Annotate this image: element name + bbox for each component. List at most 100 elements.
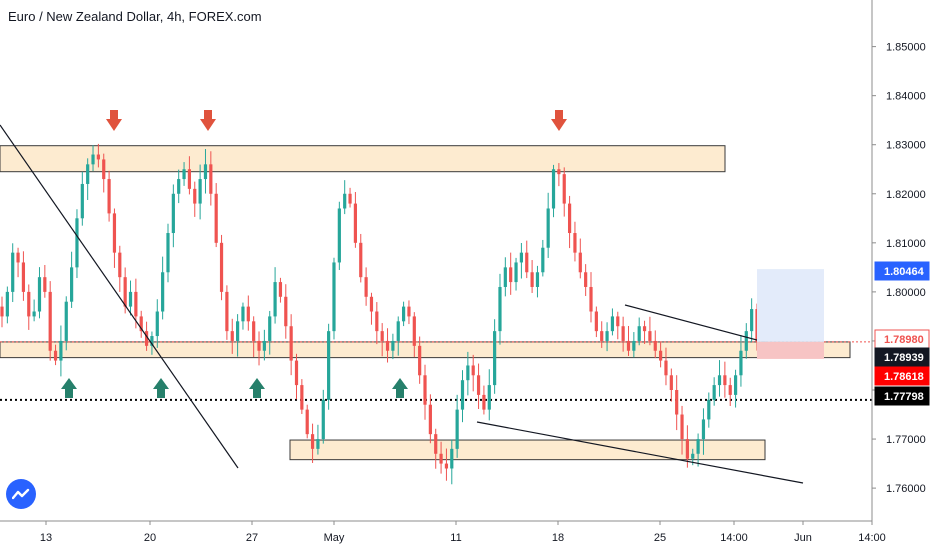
candle xyxy=(739,335,743,387)
candle-body xyxy=(375,311,379,332)
candle xyxy=(128,280,133,316)
price-tick-label: 1.76000 xyxy=(886,483,926,495)
candle-body xyxy=(594,311,598,332)
candle-body xyxy=(268,316,272,341)
time-tick-label: 11 xyxy=(450,532,461,544)
candle xyxy=(514,257,518,291)
candle-body xyxy=(59,340,63,361)
price-tick-label: 1.82000 xyxy=(886,189,926,201)
candle-body xyxy=(514,262,518,283)
candle-body xyxy=(182,169,186,180)
candle xyxy=(535,265,540,298)
candle-body xyxy=(91,154,95,165)
candle xyxy=(476,363,481,410)
price-label-box xyxy=(874,261,930,281)
time-tick-label: 20 xyxy=(144,532,156,544)
candle xyxy=(118,245,122,292)
candle-body xyxy=(493,331,497,386)
candle xyxy=(460,370,465,423)
candle-body xyxy=(503,267,507,287)
candle xyxy=(610,308,615,336)
candle xyxy=(203,149,208,194)
candle-body xyxy=(300,385,304,410)
price-tick-label: 1.83000 xyxy=(886,140,926,152)
candle-body xyxy=(476,375,481,395)
candle xyxy=(139,310,143,338)
candle xyxy=(380,323,384,357)
candle-body xyxy=(43,277,47,292)
candle-body xyxy=(241,306,245,322)
candle-body xyxy=(519,252,523,263)
candle-body xyxy=(546,208,550,248)
up-arrow-icon xyxy=(392,378,408,398)
candle-body xyxy=(193,188,197,204)
candle xyxy=(450,439,454,485)
candle-body xyxy=(284,296,288,327)
candles-layer xyxy=(0,143,759,485)
candle xyxy=(112,208,117,268)
candle-body xyxy=(712,385,716,400)
candle-body xyxy=(11,252,15,292)
candle-body xyxy=(696,439,700,454)
candle-body xyxy=(396,321,400,341)
candle-body xyxy=(102,159,106,180)
time-axis[interactable]: 13 20 27 May 11 18 25 14:00 Jun 14:00 xyxy=(0,520,886,544)
candle xyxy=(525,240,529,279)
candle xyxy=(21,251,26,301)
candle-body xyxy=(621,326,625,341)
price-label: 1.78980 xyxy=(884,334,924,346)
price-label: 1.78618 xyxy=(884,371,924,383)
candle xyxy=(717,360,722,397)
candle-body xyxy=(733,375,738,395)
candle-body xyxy=(380,331,384,341)
candle xyxy=(155,299,159,348)
candle-body xyxy=(482,394,486,410)
candle-body xyxy=(123,277,127,307)
price-tick-label: 1.80000 xyxy=(886,287,926,299)
candle-body xyxy=(428,404,432,435)
candle-body xyxy=(750,309,754,332)
candle xyxy=(482,385,486,415)
stop-zone xyxy=(757,341,824,359)
candle xyxy=(11,243,15,303)
candle-body xyxy=(530,272,534,287)
candle xyxy=(359,233,363,283)
candle xyxy=(284,284,288,339)
candle xyxy=(600,321,604,348)
candle-body xyxy=(669,375,673,390)
candle xyxy=(685,425,689,468)
candle-body xyxy=(739,350,743,376)
candle-body xyxy=(327,331,331,400)
candle xyxy=(439,441,443,474)
position-tool[interactable] xyxy=(757,269,824,359)
candle-body xyxy=(418,345,422,376)
candle-body xyxy=(659,350,663,361)
candle-body xyxy=(471,365,475,376)
candle xyxy=(236,314,240,357)
candle-body xyxy=(407,306,411,317)
candle xyxy=(321,389,325,444)
candle-body xyxy=(385,340,390,351)
candle xyxy=(214,183,218,248)
candle-body xyxy=(401,306,406,322)
tradingview-logo-icon[interactable] xyxy=(6,479,36,509)
candle-body xyxy=(348,193,352,204)
candle xyxy=(466,351,470,396)
candle-body xyxy=(252,321,256,341)
candle xyxy=(637,317,641,346)
candle xyxy=(744,323,748,359)
price-axis[interactable]: 1.760001.770001.780001.790001.800001.810… xyxy=(871,0,932,550)
candle-body xyxy=(744,331,748,351)
candle xyxy=(182,162,186,186)
candle xyxy=(177,169,181,204)
candle xyxy=(48,281,52,361)
time-tick-label: 13 xyxy=(40,532,52,544)
zone-box xyxy=(0,145,726,173)
candle-body xyxy=(273,282,277,317)
candle xyxy=(407,300,411,325)
candle xyxy=(273,267,277,324)
candle-body xyxy=(257,340,261,351)
candle-body xyxy=(616,316,620,327)
candle-body xyxy=(112,213,117,253)
